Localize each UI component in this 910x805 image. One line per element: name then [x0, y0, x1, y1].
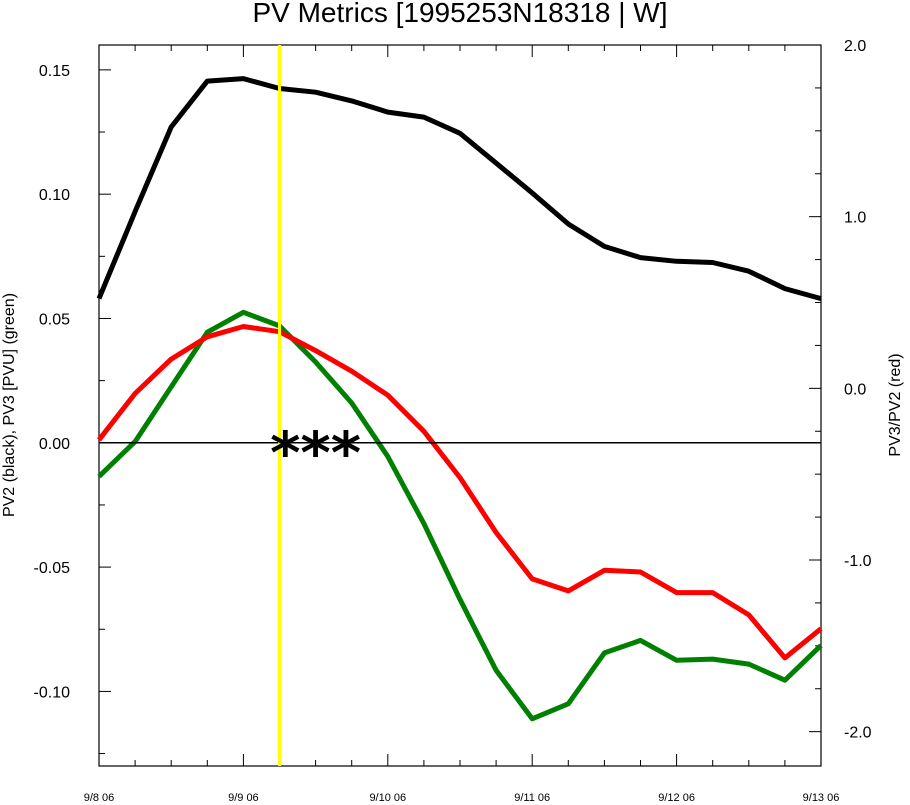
- y-axis-label-right: PV3/PV2 (red): [887, 353, 904, 456]
- series-lines: [96, 76, 823, 722]
- series-line-2: [97, 324, 823, 661]
- left-tick-label-0: 0.15: [39, 63, 70, 80]
- left-tick-label-2: 0.05: [39, 311, 70, 328]
- right-tick-label-1: 1.0: [844, 210, 866, 227]
- x-tick-label-3: 9/11 06: [514, 792, 550, 804]
- series-line-0: [96, 76, 822, 302]
- y-axis-label-left: PV2 (black), PV3 [PVU] (green): [1, 293, 18, 517]
- x-tick-label-4: 9/12 06: [658, 792, 695, 804]
- right-y-axis: 2.0 1.0 0.0 -1.0 -2.0: [809, 38, 872, 742]
- x-tick-label-0: 9/8 06: [84, 792, 115, 804]
- left-tick-label-5: -0.10: [34, 684, 71, 701]
- annotation-asterisks: ***: [270, 419, 361, 487]
- x-tick-label-5: 9/13 06: [803, 792, 840, 804]
- series-line-1: [97, 309, 823, 722]
- x-tick-label-2: 9/10 06: [369, 792, 406, 804]
- left-tick-label-4: -0.05: [34, 560, 71, 577]
- x-tick-label-1: 9/9 06: [228, 792, 259, 804]
- right-tick-label-4: -2.0: [844, 725, 872, 742]
- right-tick-label-3: -1.0: [844, 553, 872, 570]
- right-tick-label-2: 0.0: [844, 381, 866, 398]
- right-tick-label-0: 2.0: [844, 38, 866, 55]
- left-y-axis: 0.15 0.10 0.05 0.00 -0.05 -0.10: [34, 63, 111, 755]
- left-tick-label-1: 0.10: [39, 187, 70, 204]
- chart-title: PV Metrics [1995253N18318 | W]: [252, 0, 667, 28]
- x-axis: 9/8 06 9/9 06 9/10 06 9/11 06 9/12 06 9/13 06: [84, 45, 840, 804]
- left-tick-label-3: 0.00: [39, 436, 70, 453]
- chart-markers: ***: [99, 45, 821, 766]
